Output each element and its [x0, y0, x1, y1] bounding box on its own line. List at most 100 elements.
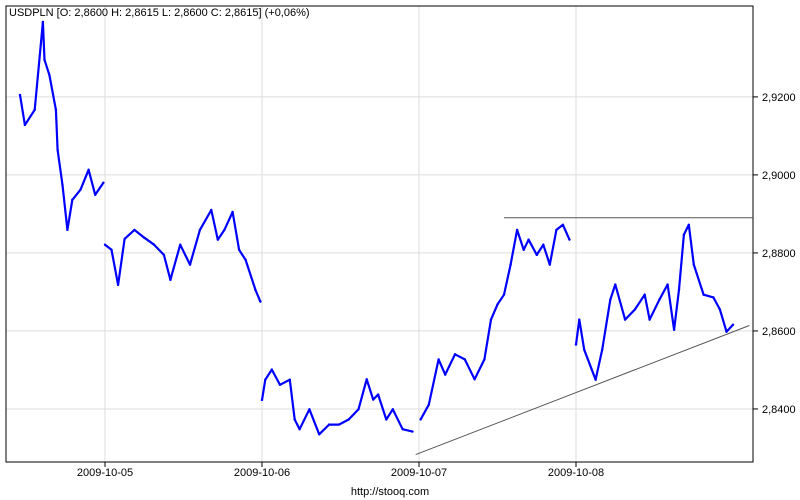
price-point — [633, 308, 637, 311]
price-point — [658, 298, 661, 301]
price-point — [237, 248, 241, 251]
price-point — [555, 228, 558, 232]
price-point — [561, 223, 565, 227]
price-point — [692, 263, 695, 266]
price-point — [216, 238, 220, 241]
price-point — [578, 318, 581, 321]
price-point — [260, 398, 264, 402]
chart-header: USDPLN [O: 2,8600 H: 2,8615 L: 2,8600 C:… — [9, 7, 310, 19]
price-point — [502, 293, 506, 296]
price-point — [48, 73, 51, 77]
price-series-segment — [260, 368, 413, 436]
price-point — [702, 293, 705, 296]
price-point — [264, 378, 267, 381]
price-series-segment — [104, 208, 262, 303]
y-tick-label: 2,9200 — [762, 92, 796, 104]
price-point — [522, 248, 525, 251]
price-point — [677, 288, 681, 291]
y-tick-label: 2,8400 — [762, 404, 796, 416]
price-point — [568, 238, 571, 241]
x-tick-label: 2009-10-08 — [548, 467, 604, 479]
price-point — [102, 181, 105, 184]
price-point — [496, 303, 499, 306]
price-point — [210, 208, 213, 212]
price-point — [535, 253, 538, 257]
price-point — [372, 398, 375, 401]
price-point — [582, 348, 586, 351]
price-point — [288, 378, 292, 381]
price-point — [23, 123, 27, 127]
price-point — [133, 228, 136, 232]
price-point — [41, 20, 45, 24]
price-point — [725, 330, 728, 333]
price-point — [33, 108, 36, 111]
price-point — [293, 418, 296, 421]
price-point — [401, 428, 404, 431]
price-point — [489, 318, 493, 321]
price-series-segment — [574, 223, 734, 381]
price-point — [79, 188, 82, 191]
price-point — [66, 228, 69, 232]
price-point — [712, 296, 715, 299]
price-point — [473, 378, 476, 381]
price-point — [231, 210, 234, 214]
price-point — [56, 148, 59, 152]
price-point — [365, 378, 368, 381]
price-point — [385, 418, 388, 421]
price-point — [483, 358, 486, 361]
price-point — [61, 183, 64, 187]
price-point — [103, 243, 107, 246]
price-point — [152, 243, 156, 246]
price-point — [515, 228, 519, 232]
price-point — [337, 423, 341, 426]
price-series-segment — [18, 20, 105, 231]
price-point — [308, 408, 311, 411]
price-point — [123, 237, 126, 241]
price-point — [54, 108, 58, 111]
x-tick-label: 2009-10-06 — [234, 467, 290, 479]
price-point — [437, 358, 440, 361]
price-point — [179, 243, 182, 246]
price-point — [509, 263, 512, 266]
price-point — [188, 263, 192, 266]
price-point — [463, 358, 466, 361]
price-point — [419, 418, 422, 421]
price-point — [542, 243, 545, 246]
price-point — [600, 348, 604, 351]
price-point — [162, 253, 166, 257]
price-point — [110, 248, 113, 251]
price-point — [376, 393, 380, 396]
price-point — [682, 233, 686, 236]
price-point — [87, 168, 90, 172]
price-point — [614, 283, 617, 286]
price-point — [116, 283, 120, 287]
price-point — [143, 236, 146, 239]
price-point — [169, 278, 172, 282]
price-point — [609, 298, 612, 301]
price-point — [648, 318, 651, 321]
price-point — [318, 433, 321, 436]
price-point — [93, 193, 97, 196]
price-point — [548, 263, 552, 266]
price-point — [594, 378, 597, 381]
y-tick-label: 2,8800 — [762, 248, 796, 260]
price-point — [443, 373, 447, 376]
y-tick-label: 2,8600 — [762, 326, 796, 338]
price-point — [411, 430, 414, 433]
price-point — [71, 198, 74, 202]
price-point — [527, 238, 530, 241]
price-point — [666, 283, 669, 286]
y-tick-label: 2,9000 — [762, 170, 796, 182]
source-link[interactable]: http://stooq.com — [350, 486, 430, 498]
price-point — [687, 223, 691, 227]
trend-line — [415, 325, 750, 456]
price-point — [270, 368, 274, 371]
price-point — [643, 293, 646, 296]
price-point — [223, 228, 226, 232]
price-series-segment — [419, 223, 571, 421]
price-point — [278, 383, 282, 386]
price-point — [427, 403, 431, 406]
plot-frame — [5, 5, 754, 463]
